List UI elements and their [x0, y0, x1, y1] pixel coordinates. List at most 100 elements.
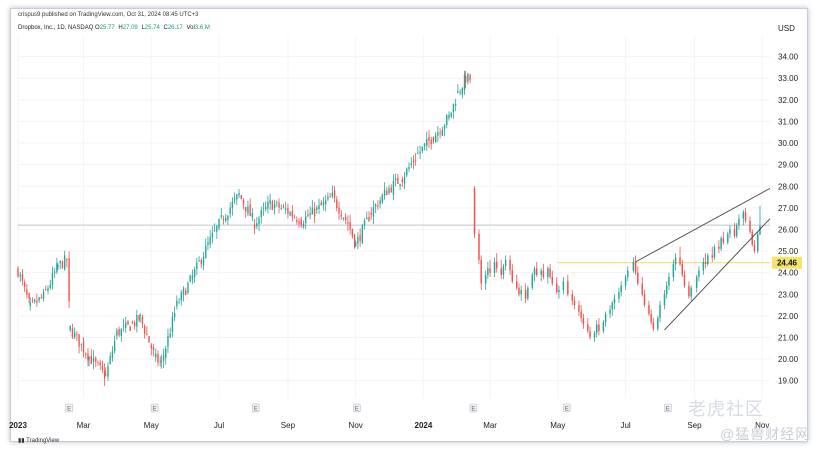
- candle: [399, 183, 401, 191]
- candle: [410, 156, 412, 168]
- candle: [663, 289, 666, 310]
- earnings-marker[interactable]: E: [150, 403, 159, 413]
- candle: [340, 209, 342, 220]
- candle-body: [624, 277, 627, 286]
- channel-upper-trendline[interactable]: [635, 188, 771, 263]
- candle-body: [469, 74, 471, 81]
- candle: [21, 269, 24, 286]
- earnings-marker-label: E: [471, 407, 475, 413]
- candle-body: [148, 335, 150, 343]
- candle-body: [240, 195, 242, 199]
- candle-body: [744, 212, 747, 221]
- candle: [349, 214, 351, 235]
- candle: [370, 206, 372, 220]
- candle-body: [31, 300, 34, 301]
- candle: [627, 266, 629, 282]
- candle: [446, 114, 448, 129]
- candle: [17, 266, 19, 279]
- candle-body: [542, 270, 545, 277]
- candle-body: [19, 274, 21, 277]
- candle: [463, 70, 466, 95]
- candle-body: [589, 331, 591, 338]
- ohlc-close: C26.17: [163, 25, 183, 31]
- candle: [162, 348, 165, 369]
- candle: [136, 309, 138, 333]
- candle-body: [484, 274, 487, 284]
- candle-body: [681, 264, 683, 275]
- candle: [193, 266, 196, 283]
- candle: [207, 236, 209, 251]
- x-tick-label: Sep: [687, 421, 702, 430]
- candle-body: [138, 315, 140, 321]
- candle: [302, 220, 305, 229]
- earnings-marker[interactable]: E: [562, 403, 571, 413]
- candle-body: [383, 189, 386, 196]
- candle: [127, 320, 129, 326]
- candle: [269, 193, 271, 210]
- candle-body: [122, 325, 125, 327]
- earnings-marker[interactable]: E: [352, 403, 361, 413]
- candle-body: [720, 238, 722, 249]
- earnings-marker[interactable]: E: [251, 403, 260, 413]
- candle-body: [347, 222, 349, 224]
- candle-body: [249, 204, 251, 217]
- earnings-marker[interactable]: E: [469, 403, 478, 413]
- candle: [138, 314, 140, 322]
- candle-body: [227, 215, 229, 221]
- earnings-marker[interactable]: E: [65, 403, 73, 413]
- candle-body: [173, 312, 176, 318]
- earnings-marker-label: E: [355, 407, 359, 413]
- candle: [412, 155, 415, 170]
- candle: [540, 268, 542, 282]
- candle-body: [260, 210, 262, 217]
- candle: [426, 131, 428, 152]
- candle: [648, 300, 650, 316]
- candle-body: [698, 270, 700, 277]
- candle-body: [198, 260, 200, 262]
- candle-body: [632, 261, 635, 271]
- y-tick-label: 28.00: [778, 182, 799, 191]
- candle: [587, 318, 589, 334]
- candle: [672, 259, 675, 282]
- candle: [169, 327, 171, 339]
- candle-body: [417, 153, 419, 154]
- candle-body: [593, 333, 596, 338]
- candle: [107, 362, 109, 382]
- candle-body: [178, 302, 180, 304]
- candle: [236, 193, 238, 206]
- candle: [85, 352, 87, 360]
- candle: [624, 274, 627, 290]
- y-tick-label: 26.00: [778, 225, 799, 234]
- candle: [729, 225, 731, 239]
- candle-body: [578, 305, 580, 312]
- candle-body: [136, 314, 138, 327]
- candle-body: [634, 261, 637, 273]
- ohlc-low: L25.74: [141, 25, 160, 31]
- candle: [87, 348, 89, 367]
- candle: [698, 266, 700, 282]
- channel-lower-trendline[interactable]: [664, 218, 771, 331]
- candle: [342, 217, 345, 221]
- candle-body: [78, 334, 80, 347]
- candle-body: [704, 261, 707, 265]
- candle: [354, 240, 357, 248]
- candle: [428, 130, 430, 148]
- candle: [173, 306, 176, 322]
- candle-body: [452, 103, 455, 112]
- candle: [535, 261, 538, 277]
- earnings-marker-label: E: [67, 407, 71, 413]
- earnings-marker[interactable]: E: [664, 403, 672, 413]
- y-tick-label: 27.00: [778, 204, 799, 213]
- candle-body: [271, 201, 274, 210]
- candle: [187, 281, 189, 295]
- candle-body: [28, 293, 30, 299]
- candle-body: [88, 356, 90, 360]
- trendlines[interactable]: [635, 188, 771, 331]
- x-tick-label: Nov: [349, 421, 363, 430]
- candle: [53, 267, 56, 279]
- candle-body: [327, 196, 329, 200]
- candle-body: [518, 287, 520, 295]
- candle-body: [410, 163, 412, 165]
- candle: [167, 328, 169, 354]
